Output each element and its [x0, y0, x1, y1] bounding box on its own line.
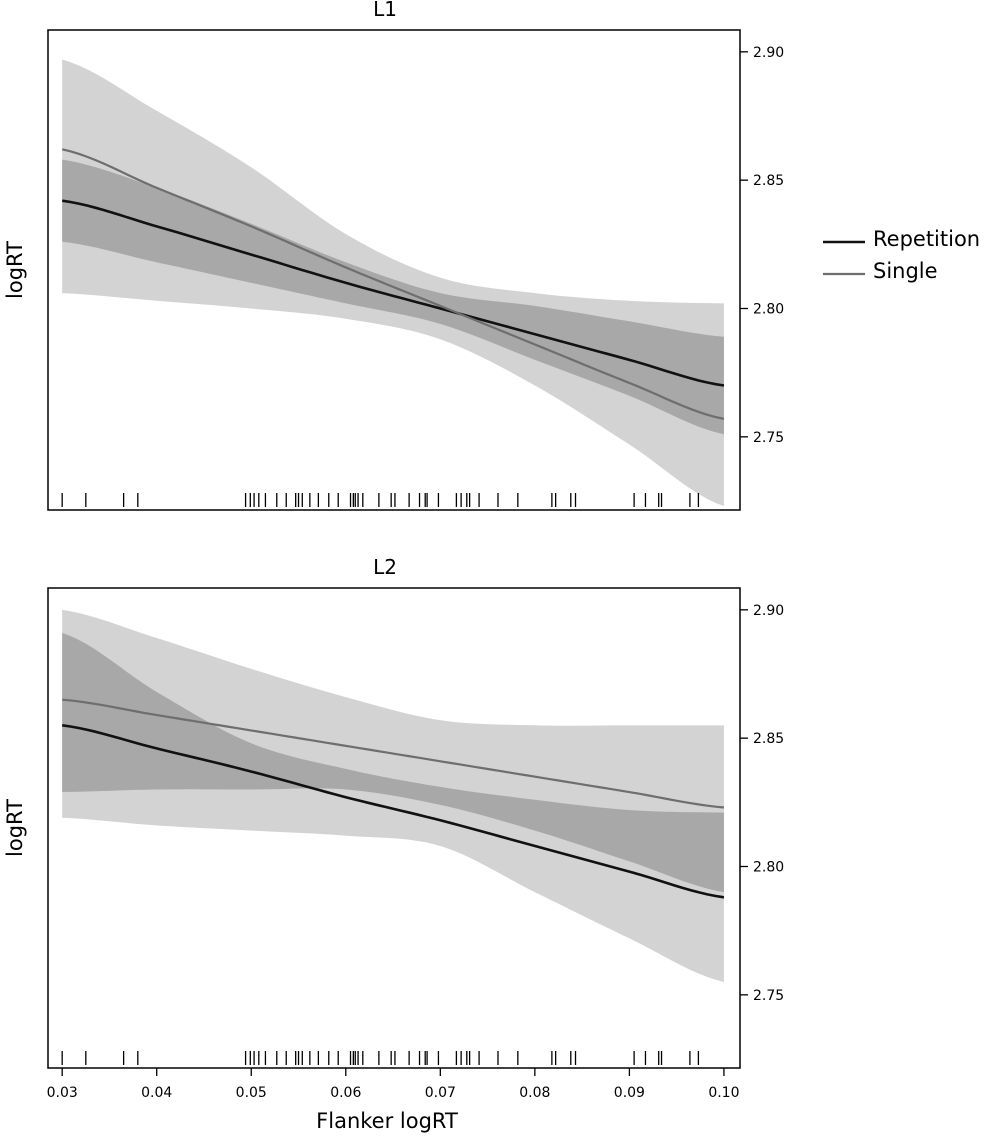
x-tick-label: 0.06 — [330, 1085, 361, 1101]
confidence-bands-l2 — [62, 609, 724, 983]
x-axis-title: Flanker logRT — [316, 1109, 458, 1133]
x-tick-label: 0.07 — [425, 1085, 456, 1101]
y-tick-label: 2.75 — [753, 988, 784, 1004]
y-tick-label: 2.85 — [753, 731, 784, 747]
y-axis-l2: 2.75 2.80 2.85 2.90 — [740, 603, 784, 1004]
legend: Repetition Single — [823, 227, 980, 283]
y-tick-label: 2.75 — [753, 430, 784, 446]
y-tick-label: 2.80 — [753, 302, 784, 318]
panel-l2: L2 2.75 2.80 2.85 2.90 0.03 0.04 0.05 0.06 0.07… — [3, 555, 784, 1133]
x-tick-label: 0.10 — [708, 1085, 739, 1101]
panel-title-l1: L1 — [373, 0, 397, 21]
plot-frame-l1 — [47, 29, 741, 511]
y-tick-label: 2.80 — [753, 860, 784, 876]
rug-l2 — [61, 1051, 700, 1065]
x-tick-label: 0.08 — [519, 1085, 550, 1101]
series-line-single — [61, 148, 725, 420]
series-line-single — [62, 698, 725, 809]
y-axis-title-l1: logRT — [3, 241, 27, 299]
rug-l1 — [61, 493, 700, 507]
series-line-repetition — [61, 199, 725, 387]
plot-frame-l2 — [47, 587, 741, 1069]
x-tick-label: 0.03 — [47, 1085, 78, 1101]
fit-lines-l1 — [61, 148, 725, 420]
panel-title-l2: L2 — [373, 555, 397, 579]
ci-band-inner — [62, 632, 724, 893]
y-axis-title-l2: logRT — [3, 799, 27, 857]
y-tick-label: 2.85 — [753, 173, 784, 189]
ci-band-outer — [62, 609, 724, 983]
x-axis-l2: 0.03 0.04 0.05 0.06 0.07 0.08 0.09 0.10 — [47, 1068, 740, 1101]
panel-l1: L1 2.75 2.80 2.85 2.90 logRT — [3, 0, 784, 511]
x-tick-label: 0.04 — [141, 1085, 172, 1101]
x-tick-label: 0.09 — [614, 1085, 645, 1101]
y-axis-l1: 2.75 2.80 2.85 2.90 — [740, 45, 784, 446]
fit-lines-l2 — [61, 698, 725, 899]
y-tick-label: 2.90 — [753, 45, 784, 61]
legend-label-repetition: Repetition — [873, 227, 980, 251]
y-tick-label: 2.90 — [753, 603, 784, 619]
legend-label-single: Single — [873, 259, 938, 283]
series-line-repetition — [61, 724, 725, 899]
x-tick-label: 0.05 — [236, 1085, 267, 1101]
confidence-bands-l1 — [62, 59, 724, 507]
